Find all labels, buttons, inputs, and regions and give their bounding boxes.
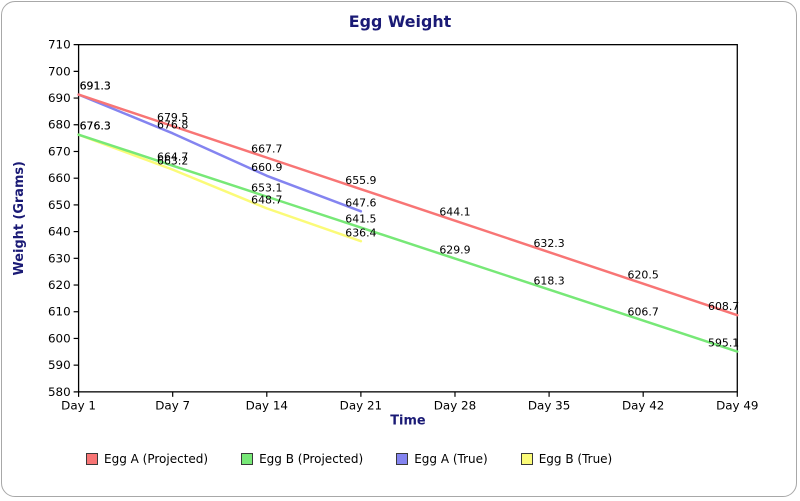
legend-swatch bbox=[86, 453, 98, 465]
x-axis-tick-label: Day 21 bbox=[340, 399, 382, 413]
point-label: 691.3 bbox=[80, 80, 111, 93]
chart-title: Egg Weight bbox=[349, 12, 452, 31]
point-label: 636.4 bbox=[345, 226, 376, 239]
y-axis-tick-label: 690 bbox=[48, 91, 71, 105]
series-line-egg-b-projected bbox=[77, 133, 739, 353]
legend-item-egg-b-true: Egg B (True) bbox=[520, 452, 613, 466]
point-label: 676.3 bbox=[80, 120, 111, 133]
y-axis-tick-label: 660 bbox=[48, 171, 71, 185]
legend-label: Egg B (True) bbox=[538, 452, 613, 466]
y-axis-tick-label: 710 bbox=[48, 38, 71, 52]
point-label: 641.5 bbox=[345, 213, 376, 226]
point-label: 676.8 bbox=[157, 118, 188, 131]
plot-border bbox=[77, 44, 738, 393]
legend-label: Egg B (Projected) bbox=[259, 452, 364, 466]
chart-legend: Egg A (Projected) Egg B (Projected) Egg A … bbox=[86, 452, 612, 466]
legend-label: Egg A (True) bbox=[414, 452, 488, 466]
point-label: 644.1 bbox=[439, 206, 470, 219]
legend-item-egg-a-true: Egg A (True) bbox=[396, 452, 488, 466]
series-line-egg-b-true bbox=[77, 133, 363, 243]
y-axis-tick-label: 650 bbox=[48, 198, 71, 212]
point-label: 663.2 bbox=[157, 155, 188, 168]
y-axis-title: Weight (Grams) bbox=[12, 161, 27, 275]
y-axis-tick-label: 620 bbox=[48, 278, 71, 292]
x-axis-tick-label: Day 35 bbox=[528, 399, 570, 413]
point-label: 595.1 bbox=[708, 337, 739, 350]
point-label: 653.1 bbox=[251, 182, 282, 195]
point-label: 667.7 bbox=[251, 143, 282, 156]
y-axis-tick-label: 590 bbox=[48, 358, 71, 372]
point-label: 608.7 bbox=[708, 300, 739, 313]
point-label: 606.7 bbox=[628, 306, 659, 319]
point-label: 676.3 bbox=[80, 120, 111, 133]
series-line-egg-a-projected bbox=[77, 93, 739, 317]
legend-item-egg-a-projected: Egg A (Projected) bbox=[86, 452, 208, 466]
point-label: 618.3 bbox=[533, 275, 564, 288]
y-axis-tick-label: 610 bbox=[48, 305, 71, 319]
x-axis-tick-label: Day 42 bbox=[622, 399, 664, 413]
y-axis-tick-label: 630 bbox=[48, 251, 71, 265]
point-label: 648.7 bbox=[251, 193, 282, 206]
x-axis-tick-label: Day 1 bbox=[61, 399, 96, 413]
point-label: 629.9 bbox=[439, 244, 470, 257]
point-label: 632.3 bbox=[533, 237, 564, 250]
y-axis-tick-label: 700 bbox=[48, 64, 71, 78]
point-label: 660.9 bbox=[251, 161, 282, 174]
x-axis-tick-label: Day 14 bbox=[246, 399, 288, 413]
point-label: 664.7 bbox=[157, 151, 188, 164]
legend-item-egg-b-projected: Egg B (Projected) bbox=[241, 452, 363, 466]
plot-area: 580 590 600 610 620 630 640 650 660 670 680 690 700 7… bbox=[48, 38, 759, 413]
point-label: 691.3 bbox=[80, 80, 111, 93]
y-axis-tick-label: 640 bbox=[48, 225, 71, 239]
legend-label: Egg A (Projected) bbox=[104, 452, 209, 466]
legend-swatch bbox=[520, 453, 533, 465]
legend-swatch bbox=[241, 453, 254, 465]
y-axis-tick-label: 670 bbox=[48, 144, 71, 158]
y-axis-tick-label: 600 bbox=[48, 331, 71, 345]
x-axis-tick-label: Day 28 bbox=[434, 399, 476, 413]
x-axis-tick-label: Day 7 bbox=[155, 399, 190, 413]
point-label: 679.5 bbox=[157, 111, 188, 124]
point-label: 655.9 bbox=[345, 174, 376, 187]
x-axis-tick-label: Day 49 bbox=[716, 399, 758, 413]
y-axis-tick-label: 680 bbox=[48, 118, 71, 132]
y-axis-tick-label: 580 bbox=[48, 385, 71, 399]
point-label: 647.6 bbox=[345, 196, 376, 209]
x-axis-title: Time bbox=[390, 414, 426, 429]
series-line-egg-a-true bbox=[77, 93, 363, 213]
legend-swatch bbox=[396, 453, 409, 465]
point-label: 620.5 bbox=[628, 269, 659, 282]
